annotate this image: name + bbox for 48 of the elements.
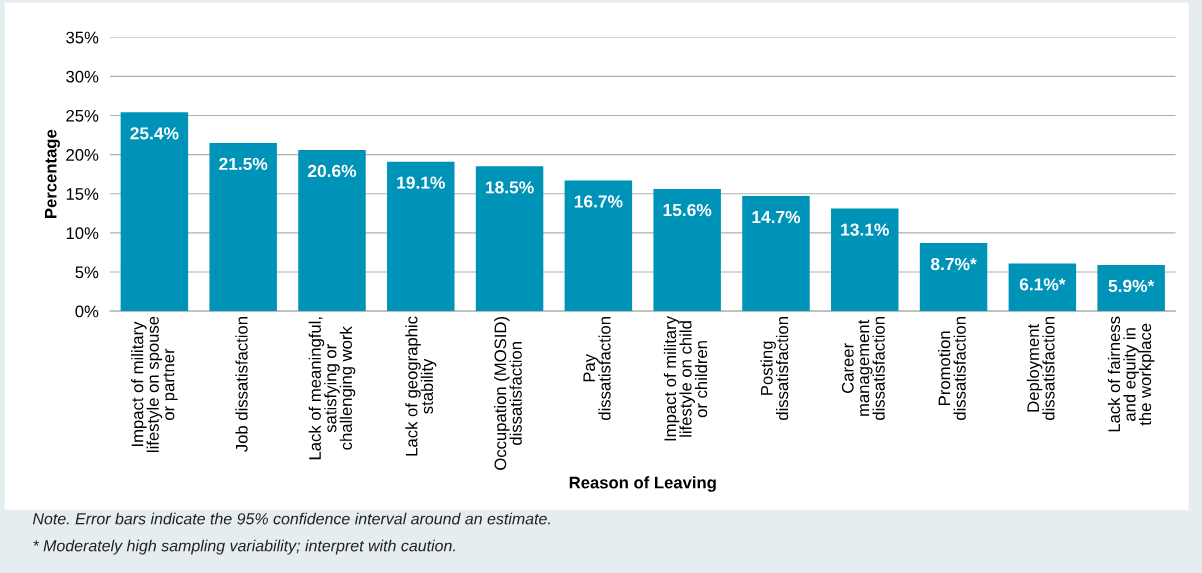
bar bbox=[475, 166, 544, 312]
x-axis-title: Reason of Leaving bbox=[569, 476, 716, 492]
bar bbox=[298, 149, 366, 312]
data-label: 18.5% bbox=[486, 181, 534, 194]
x-tick-label: Impact of military lifestyle on spouse or partner bbox=[131, 316, 178, 452]
x-tick-label: Lack of geographic stability bbox=[405, 316, 437, 456]
data-label: 8.7%* bbox=[930, 257, 977, 271]
x-tick-label: Career management dissatisfaction bbox=[841, 317, 885, 420]
x-tick-label: Job dissatisfaction bbox=[235, 317, 248, 452]
x-tick-label: Impact of military lifestyle on child or children bbox=[663, 316, 708, 441]
y-axis-title: Percentage bbox=[44, 129, 60, 218]
y-tick-label: 10% bbox=[66, 227, 99, 240]
x-tick-label: Pay dissatisfaction bbox=[583, 317, 611, 420]
data-label: 13.1% bbox=[841, 223, 889, 236]
x-tick-label: Promotion dissatisfaction bbox=[938, 317, 966, 420]
bar bbox=[387, 161, 455, 312]
text: Note. Error bars indicate the 95% confidence interval around an estimate. bbox=[32, 512, 550, 525]
bar bbox=[120, 112, 189, 312]
data-label: 5.9%* bbox=[1108, 279, 1155, 293]
data-label: 15.6% bbox=[663, 203, 712, 217]
text: * Moderately high sampling variability; interpret with caution. bbox=[33, 539, 455, 555]
y-tick-label: 0% bbox=[75, 305, 99, 318]
y-tick-label: 5% bbox=[75, 266, 99, 279]
x-tick-label: Lack of meaningful, satisfying or challenging work bbox=[308, 317, 356, 460]
x-tick-label: Occupation (MOSID) dissatisfaction bbox=[494, 317, 522, 470]
y-tick-label: 25% bbox=[66, 109, 99, 122]
y-tick-label: 35% bbox=[66, 31, 99, 44]
bar bbox=[564, 180, 633, 312]
bar bbox=[831, 208, 899, 312]
data-label: 19.1% bbox=[397, 176, 445, 189]
y-tick-label: 30% bbox=[66, 70, 99, 83]
x-tick-label: Lack of fairness and equity in the workplace bbox=[1107, 316, 1155, 432]
bar bbox=[742, 196, 810, 312]
bar bbox=[653, 189, 721, 312]
y-tick-label: 20% bbox=[66, 149, 99, 161]
data-label: 20.6% bbox=[307, 164, 357, 178]
x-tick-label: Posting dissatisfaction bbox=[760, 317, 789, 420]
x-tick-label: Deployment dissatisfaction bbox=[1026, 317, 1055, 420]
data-label: 25.4% bbox=[130, 127, 179, 140]
data-label: 6.1%* bbox=[1019, 278, 1066, 291]
bar bbox=[1008, 263, 1077, 312]
data-label: 14.7% bbox=[752, 210, 801, 224]
bar bbox=[209, 142, 277, 312]
data-label: 16.7% bbox=[574, 195, 623, 208]
data-label: 21.5% bbox=[219, 157, 268, 171]
y-tick-label: 15% bbox=[66, 188, 99, 200]
bar bbox=[1097, 264, 1165, 312]
bar bbox=[919, 243, 988, 312]
